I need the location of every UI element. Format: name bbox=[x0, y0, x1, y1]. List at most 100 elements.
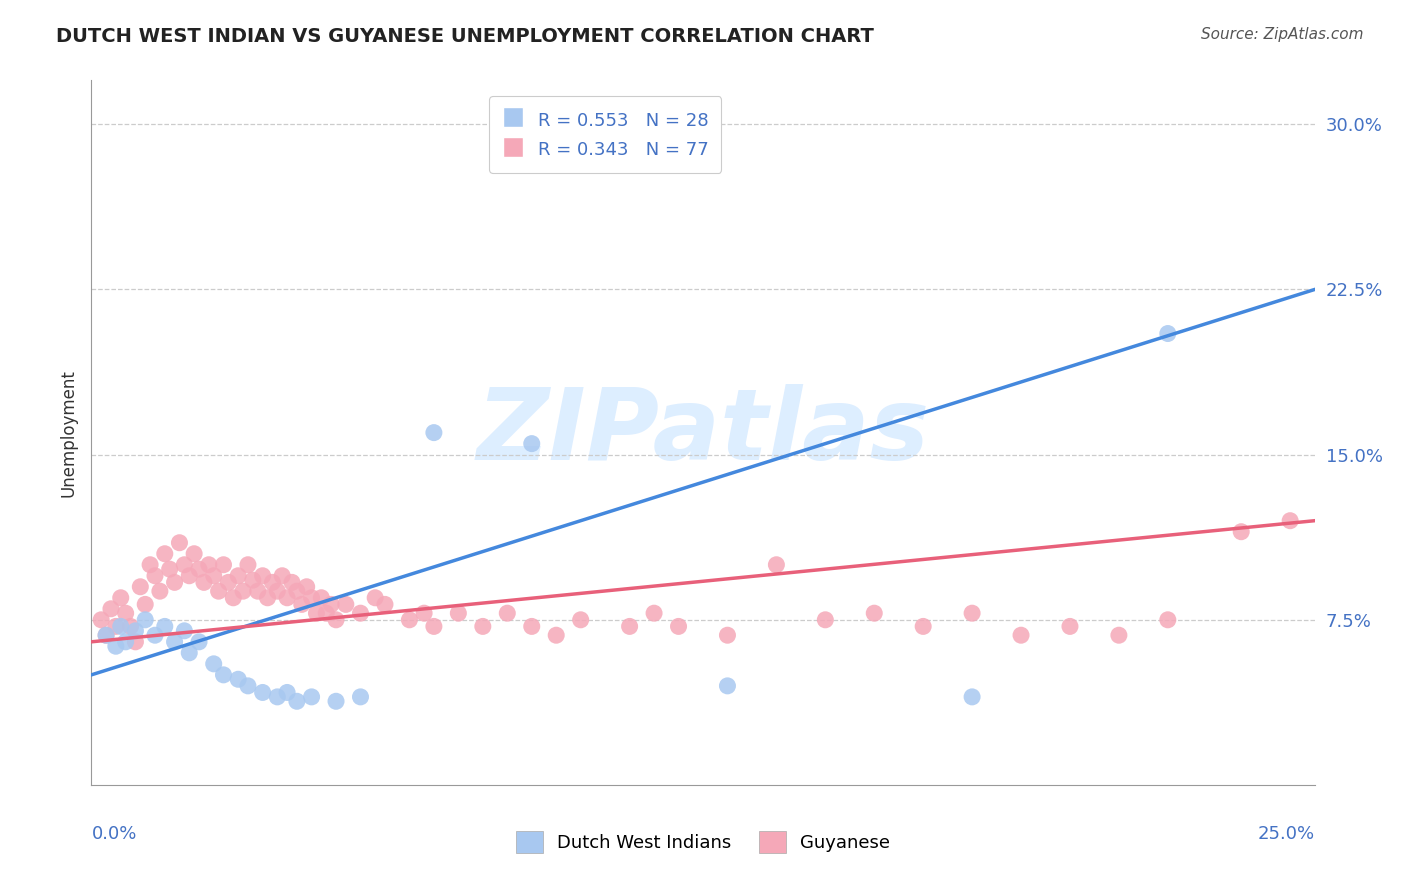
Point bbox=[496, 606, 519, 620]
Point bbox=[266, 584, 288, 599]
Point bbox=[863, 606, 886, 620]
Point bbox=[252, 568, 274, 582]
Point bbox=[349, 690, 371, 704]
Point bbox=[619, 619, 641, 633]
Point bbox=[153, 547, 176, 561]
Point bbox=[295, 580, 318, 594]
Point bbox=[413, 606, 436, 620]
Point bbox=[520, 436, 543, 450]
Point bbox=[311, 591, 333, 605]
Point bbox=[207, 584, 229, 599]
Point bbox=[569, 613, 592, 627]
Point bbox=[104, 619, 127, 633]
Point bbox=[912, 619, 935, 633]
Point bbox=[1010, 628, 1032, 642]
Text: 25.0%: 25.0% bbox=[1257, 825, 1315, 843]
Point bbox=[1230, 524, 1253, 539]
Point bbox=[276, 591, 298, 605]
Point bbox=[1157, 326, 1180, 341]
Point bbox=[90, 613, 112, 627]
Point bbox=[188, 562, 211, 576]
Text: 0.0%: 0.0% bbox=[91, 825, 136, 843]
Point bbox=[124, 635, 146, 649]
Point bbox=[252, 685, 274, 699]
Point bbox=[159, 562, 181, 576]
Text: Dutch West Indians: Dutch West Indians bbox=[91, 784, 105, 785]
Point bbox=[242, 573, 264, 587]
Y-axis label: Unemployment: Unemployment bbox=[59, 368, 77, 497]
Point bbox=[374, 598, 396, 612]
Point bbox=[960, 690, 983, 704]
Point bbox=[305, 606, 328, 620]
Point bbox=[266, 690, 288, 704]
Point bbox=[349, 606, 371, 620]
Point bbox=[143, 568, 166, 582]
Point bbox=[217, 575, 239, 590]
Point bbox=[124, 624, 146, 638]
Point bbox=[202, 657, 225, 671]
Point bbox=[226, 568, 249, 582]
Point bbox=[104, 639, 127, 653]
Point bbox=[325, 694, 347, 708]
Point bbox=[285, 584, 308, 599]
Point bbox=[100, 601, 122, 615]
Point bbox=[179, 646, 201, 660]
Point bbox=[212, 558, 235, 572]
Point bbox=[120, 619, 142, 633]
Point bbox=[114, 606, 136, 620]
Point bbox=[183, 547, 205, 561]
Point bbox=[668, 619, 690, 633]
Point bbox=[188, 635, 211, 649]
Point bbox=[246, 584, 269, 599]
Point bbox=[202, 568, 225, 582]
Point bbox=[301, 591, 323, 605]
Point bbox=[1108, 628, 1130, 642]
Point bbox=[163, 635, 186, 649]
Point bbox=[716, 679, 738, 693]
Point bbox=[198, 558, 221, 572]
Point bbox=[471, 619, 494, 633]
Point bbox=[301, 690, 323, 704]
Point bbox=[173, 558, 195, 572]
Text: DUTCH WEST INDIAN VS GUYANESE UNEMPLOYMENT CORRELATION CHART: DUTCH WEST INDIAN VS GUYANESE UNEMPLOYME… bbox=[56, 27, 875, 45]
Point bbox=[94, 628, 117, 642]
Point bbox=[960, 606, 983, 620]
Point bbox=[153, 619, 176, 633]
Point bbox=[398, 613, 420, 627]
Point bbox=[1059, 619, 1081, 633]
Point bbox=[193, 575, 215, 590]
Point bbox=[423, 619, 446, 633]
Point bbox=[546, 628, 568, 642]
Point bbox=[139, 558, 162, 572]
Point bbox=[94, 628, 117, 642]
Point bbox=[285, 694, 308, 708]
Point bbox=[256, 591, 278, 605]
Point bbox=[236, 558, 259, 572]
Point bbox=[262, 575, 284, 590]
Point bbox=[765, 558, 787, 572]
Point bbox=[281, 575, 304, 590]
Point bbox=[232, 584, 254, 599]
Point bbox=[110, 591, 132, 605]
Point bbox=[520, 619, 543, 633]
Point bbox=[364, 591, 387, 605]
Point bbox=[447, 606, 470, 620]
Point bbox=[169, 535, 191, 549]
Point bbox=[149, 584, 172, 599]
Point bbox=[110, 619, 132, 633]
Point bbox=[134, 598, 156, 612]
Point bbox=[226, 673, 249, 687]
Legend: Dutch West Indians, Guyanese: Dutch West Indians, Guyanese bbox=[509, 824, 897, 861]
Point bbox=[143, 628, 166, 642]
Point bbox=[179, 568, 201, 582]
Point bbox=[114, 635, 136, 649]
Point bbox=[423, 425, 446, 440]
Text: Source: ZipAtlas.com: Source: ZipAtlas.com bbox=[1201, 27, 1364, 42]
Point bbox=[315, 606, 337, 620]
Point bbox=[276, 685, 298, 699]
Text: ZIPatlas: ZIPatlas bbox=[477, 384, 929, 481]
Point bbox=[236, 679, 259, 693]
Point bbox=[129, 580, 152, 594]
Point bbox=[335, 598, 357, 612]
Point bbox=[222, 591, 245, 605]
